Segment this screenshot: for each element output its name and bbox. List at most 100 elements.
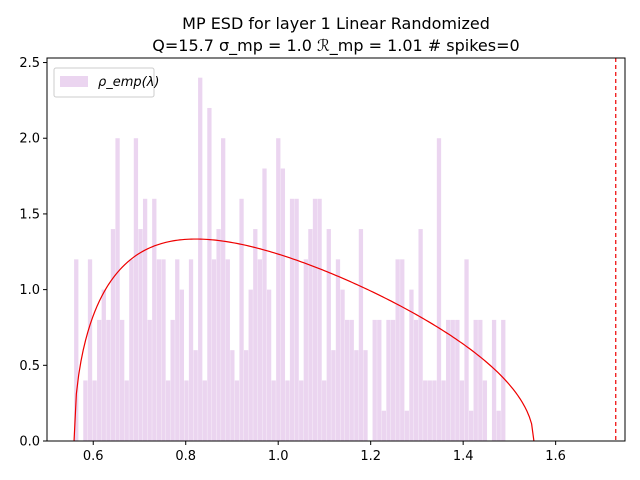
x-tick-label: 0.8 — [175, 449, 196, 464]
histogram-bar — [138, 229, 143, 441]
histogram-bar — [322, 380, 327, 441]
x-tick-label: 1.0 — [268, 449, 289, 464]
histogram-bar — [358, 229, 364, 441]
histogram-bar — [152, 198, 157, 441]
chart-title: MP ESD for layer 1 Linear Randomized — [182, 14, 490, 33]
histogram-bar — [161, 259, 166, 441]
histogram-bar — [198, 77, 203, 442]
x-tick-label: 1.6 — [545, 449, 566, 464]
histogram-bar — [165, 380, 171, 441]
histogram-bar — [312, 198, 318, 441]
histogram-bar — [455, 319, 460, 441]
histogram-bar — [234, 380, 240, 441]
legend: ρ_emp(λ) — [53, 67, 160, 98]
histogram-bar — [115, 138, 120, 442]
y-tick-label: 2.0 — [19, 132, 40, 147]
legend-swatch — [60, 76, 88, 87]
histogram-bar — [106, 319, 111, 441]
histogram-bar — [271, 380, 276, 441]
histogram-bar — [120, 319, 125, 441]
histogram-bar — [381, 410, 387, 441]
chart-subtitle: Q=15.7 σ_mp = 1.0 ℛ_mp = 1.01 # spikes=0 — [152, 36, 519, 56]
x-tick-label: 1.2 — [360, 449, 381, 464]
histogram-bar — [482, 380, 488, 441]
histogram-bar — [473, 319, 478, 441]
histogram-bar — [363, 350, 368, 441]
histogram-bars — [74, 77, 506, 442]
histogram-bar — [354, 350, 359, 441]
histogram-bar — [156, 259, 162, 441]
histogram-bar — [326, 229, 331, 441]
x-tick-label: 0.6 — [83, 449, 104, 464]
histogram-bar — [413, 319, 419, 441]
histogram-bar — [83, 380, 88, 441]
histogram-bar — [423, 380, 428, 441]
histogram-bar — [436, 138, 442, 442]
histogram-bar — [432, 380, 437, 441]
histogram-bar — [377, 319, 382, 441]
histogram-bar — [225, 259, 230, 441]
histogram-bar — [248, 289, 253, 441]
histogram-bar — [464, 259, 469, 441]
histogram-bar — [133, 138, 139, 442]
histogram-bar — [175, 259, 180, 441]
histogram-bar — [124, 380, 129, 441]
histogram-bar — [299, 380, 304, 441]
histogram-bar — [372, 319, 377, 441]
histogram-bar — [349, 319, 354, 441]
histogram-bar — [418, 229, 423, 441]
histogram-bar — [202, 380, 207, 441]
histogram-bar — [427, 380, 432, 441]
histogram-bar — [262, 168, 267, 441]
histogram-bar — [496, 410, 501, 441]
histogram-bar — [491, 319, 497, 441]
histogram-bar — [395, 259, 400, 441]
histogram-bar — [276, 138, 281, 442]
histogram-bar — [253, 229, 258, 441]
histogram-bar — [110, 229, 116, 441]
histogram-bar — [459, 380, 465, 441]
histogram-bar — [400, 259, 405, 441]
legend-label: ρ_emp(λ) — [98, 75, 160, 90]
histogram-bar — [404, 410, 409, 441]
x-tick-label: 1.4 — [453, 449, 474, 464]
y-tick-label: 2.5 — [19, 56, 40, 71]
histogram-bar — [450, 319, 455, 441]
y-tick-label: 0.0 — [19, 435, 40, 450]
y-axis: 0.0 0.5 1.0 1.5 2.0 2.5 — [19, 56, 47, 450]
histogram-bar — [331, 350, 336, 441]
histogram-bar — [142, 198, 148, 441]
histogram-bar — [390, 319, 396, 441]
histogram-bar — [441, 380, 446, 441]
histogram-bar — [188, 259, 194, 441]
histogram-bar — [501, 319, 506, 441]
histogram-bar — [87, 259, 93, 441]
histogram-bar — [216, 229, 221, 441]
histogram-bar — [478, 319, 483, 441]
histogram-bar — [243, 350, 249, 441]
histogram-bar — [179, 289, 184, 441]
histogram-bar — [129, 259, 134, 441]
axes-frame — [46, 57, 626, 442]
y-tick-label: 1.5 — [19, 207, 40, 222]
histogram-bar — [308, 229, 313, 441]
histogram-bar — [266, 289, 272, 441]
histogram-bar — [340, 289, 345, 441]
histogram-bar — [257, 259, 263, 441]
histogram-bar — [97, 319, 102, 441]
histogram-bar — [207, 107, 212, 442]
histogram-bar — [468, 410, 474, 441]
mp-density-curve — [73, 238, 535, 442]
histogram-bar — [221, 138, 226, 442]
histogram-bar — [409, 289, 414, 441]
histogram-bar — [101, 289, 106, 441]
histogram-bar — [446, 319, 451, 441]
histogram-bar — [230, 350, 235, 441]
histogram-bar — [193, 350, 198, 441]
histogram-bar — [147, 319, 152, 441]
histogram-bar — [280, 168, 286, 441]
histogram-bar — [303, 259, 308, 441]
histogram-bar — [335, 259, 341, 441]
histogram-bar — [239, 198, 244, 441]
